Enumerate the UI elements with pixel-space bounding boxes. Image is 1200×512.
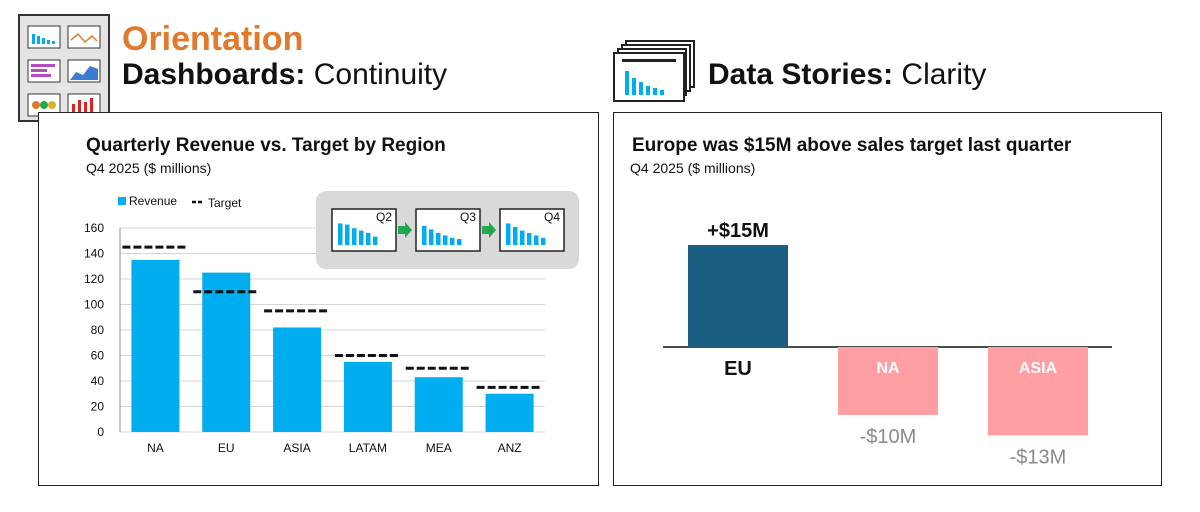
- x-tick-label: MEA: [426, 441, 452, 455]
- inset-panel-q4: Q4: [499, 208, 565, 252]
- y-tick-label: 160: [84, 221, 104, 235]
- arrow-right-icon: [482, 222, 496, 238]
- dashboard-icon: [18, 14, 110, 122]
- inset-quarter-label: Q4: [544, 210, 560, 224]
- variance-value-label: +$15M: [707, 220, 769, 242]
- dashboard-chart-title: Quarterly Revenue vs. Target by Region: [86, 135, 446, 156]
- revenue-bar-latam: [343, 361, 392, 432]
- category-label: ASIA: [1019, 360, 1058, 377]
- y-tick-label: 80: [91, 323, 105, 337]
- story-chart-subtitle: Q4 2025 ($ millions): [630, 160, 756, 176]
- inset-quarter-label: Q2: [376, 210, 392, 224]
- variance-value-label: -$10M: [860, 426, 917, 448]
- arrow-right-icon: [398, 222, 412, 238]
- legend-revenue-swatch: [118, 197, 126, 205]
- data-stories-heading: Data Stories: Clarity: [708, 60, 986, 90]
- y-tick-label: 40: [91, 374, 105, 388]
- y-tick-label: 100: [84, 298, 104, 312]
- variance-bar-na: [838, 347, 938, 415]
- data-stories-heading-bold: Data Stories:: [708, 58, 894, 91]
- quarter-progression-inset: Q2 Q3 Q4: [316, 191, 579, 269]
- orientation-heading: Orientation: [122, 20, 304, 58]
- y-tick-label: 20: [91, 400, 105, 414]
- variance-to-target-chart: +$15M EU NA -$10M ASIA -$13M: [663, 220, 1112, 468]
- variance-bar-eu: [688, 245, 788, 347]
- dashboards-heading: Dashboards: Continuity: [122, 60, 447, 90]
- variance-bar-asia: [988, 347, 1088, 436]
- data-stories-heading-light: Clarity: [901, 58, 987, 91]
- legend-target-label: Target: [208, 196, 242, 210]
- category-label: EU: [724, 358, 752, 380]
- y-tick-label: 120: [84, 272, 104, 286]
- revenue-vs-target-chart: Revenue Target NA EU ASIA LATAM MEA ANZ 0 20 40…: [84, 191, 579, 455]
- y-tick-label: 0: [97, 425, 104, 439]
- dashboard-chart-subtitle: Q4 2025 ($ millions): [86, 160, 212, 176]
- dashboards-heading-bold: Dashboards:: [122, 58, 306, 91]
- x-tick-label: NA: [147, 441, 164, 455]
- inset-quarter-label: Q3: [460, 210, 476, 224]
- x-tick-label: LATAM: [349, 441, 387, 455]
- revenue-bar-na: [131, 259, 180, 432]
- category-label: NA: [876, 360, 900, 377]
- inset-panel-q2: Q2: [331, 208, 397, 252]
- revenue-bar-mea: [414, 377, 463, 432]
- y-tick-label: 60: [91, 349, 105, 363]
- x-tick-label: EU: [218, 441, 235, 455]
- story-chart-title: Europe was $15M above sales target last …: [632, 135, 1072, 156]
- revenue-bar-asia: [273, 327, 322, 432]
- x-tick-label: ASIA: [283, 441, 310, 455]
- variance-value-label: -$13M: [1010, 446, 1067, 468]
- revenue-bar-anz: [485, 393, 534, 432]
- y-tick-label: 140: [84, 247, 104, 261]
- stacked-pages-icon: [613, 40, 695, 102]
- inset-panel-q3: Q3: [415, 208, 481, 252]
- revenue-bar-eu: [202, 272, 251, 432]
- dashboards-heading-light: Continuity: [313, 58, 448, 91]
- x-tick-label: ANZ: [498, 441, 522, 455]
- legend-revenue-label: Revenue: [129, 194, 177, 208]
